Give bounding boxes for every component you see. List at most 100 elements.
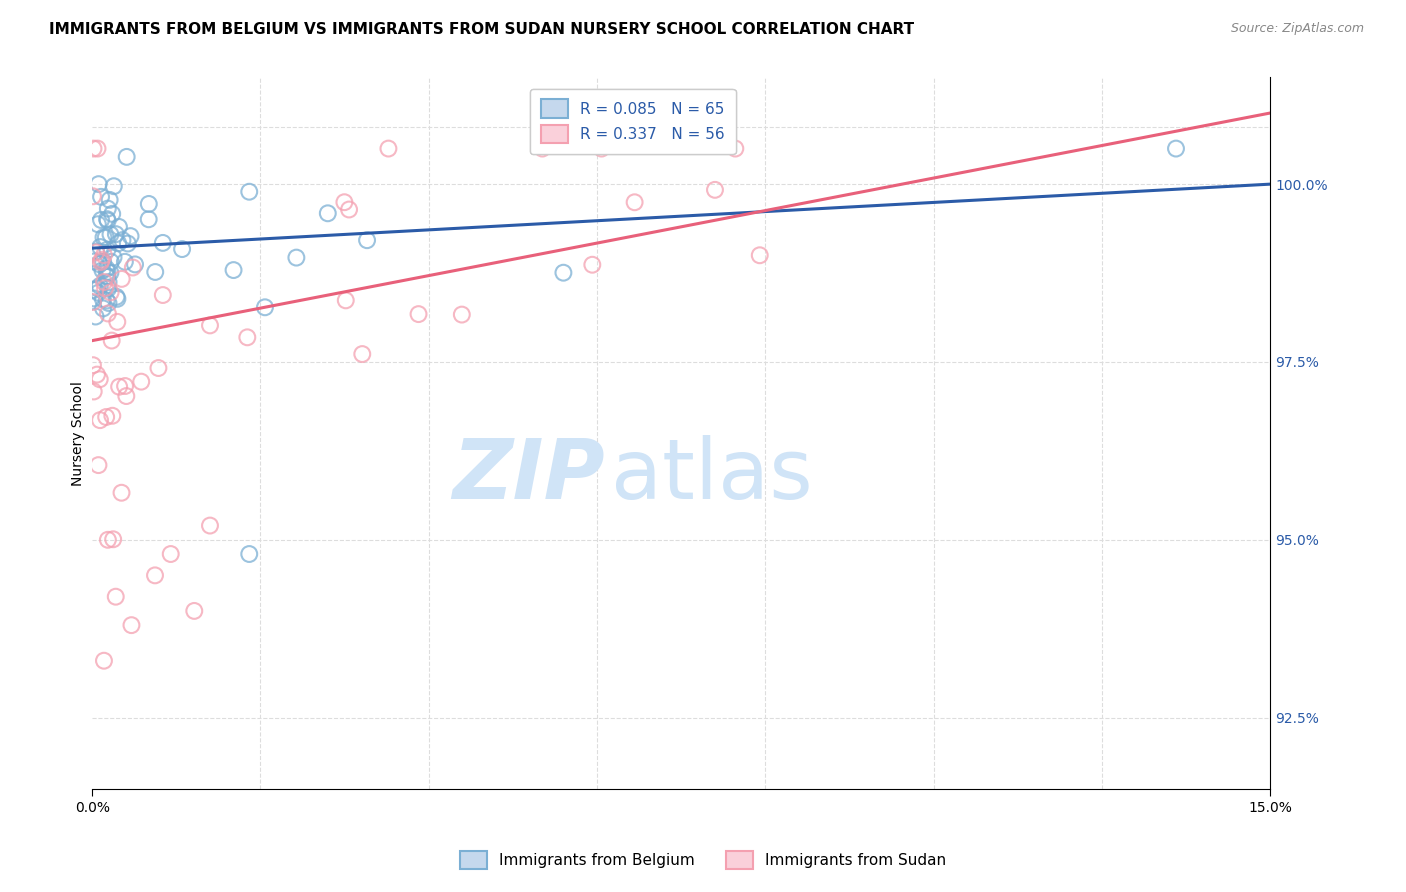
Point — [114, 379, 136, 393]
Point — [87, 177, 110, 191]
Point — [87, 285, 110, 300]
Point — [111, 233, 134, 247]
Point — [104, 227, 127, 241]
Point — [96, 269, 118, 284]
Point — [377, 142, 399, 156]
Point — [748, 248, 770, 262]
Point — [120, 229, 142, 244]
Point — [110, 485, 132, 500]
Point — [238, 185, 260, 199]
Point — [84, 310, 107, 324]
Point — [91, 292, 114, 306]
Point — [86, 281, 108, 295]
Point — [623, 195, 645, 210]
Point — [90, 190, 112, 204]
Point — [335, 293, 357, 308]
Point — [103, 251, 125, 265]
Point — [83, 254, 105, 268]
Point — [115, 389, 138, 403]
Point — [94, 281, 117, 295]
Point — [100, 285, 122, 300]
Point — [82, 358, 104, 372]
Point — [89, 257, 111, 271]
Point — [704, 183, 727, 197]
Point — [114, 254, 136, 268]
Point — [82, 189, 104, 203]
Text: ZIP: ZIP — [451, 435, 605, 516]
Point — [105, 290, 128, 304]
Point — [90, 255, 112, 269]
Point — [148, 361, 170, 376]
Point — [101, 409, 124, 423]
Point — [238, 547, 260, 561]
Point — [100, 334, 122, 348]
Point — [408, 307, 430, 321]
Point — [93, 230, 115, 244]
Point — [108, 219, 131, 234]
Point — [198, 318, 221, 333]
Point — [89, 372, 111, 386]
Point — [91, 254, 114, 268]
Point — [89, 240, 111, 254]
Point — [89, 413, 111, 427]
Point — [83, 292, 105, 306]
Point — [96, 212, 118, 227]
Point — [83, 384, 105, 399]
Legend: Immigrants from Belgium, Immigrants from Sudan: Immigrants from Belgium, Immigrants from… — [449, 840, 957, 880]
Point — [84, 245, 107, 260]
Point — [159, 547, 181, 561]
Point — [89, 279, 111, 293]
Point — [83, 142, 105, 156]
Point — [591, 142, 613, 156]
Point — [90, 252, 112, 267]
Point — [96, 261, 118, 276]
Point — [96, 293, 118, 308]
Point — [96, 410, 118, 425]
Text: atlas: atlas — [610, 435, 813, 516]
Point — [104, 590, 127, 604]
Point — [352, 347, 374, 361]
Point — [152, 235, 174, 250]
Point — [121, 260, 143, 275]
Point — [143, 265, 166, 279]
Point — [316, 206, 339, 220]
Point — [107, 292, 129, 306]
Legend: R = 0.085   N = 65, R = 0.337   N = 56: R = 0.085 N = 65, R = 0.337 N = 56 — [530, 88, 735, 154]
Y-axis label: Nursery School: Nursery School — [72, 381, 86, 485]
Point — [115, 150, 138, 164]
Point — [356, 233, 378, 247]
Point — [96, 269, 118, 284]
Text: IMMIGRANTS FROM BELGIUM VS IMMIGRANTS FROM SUDAN NURSERY SCHOOL CORRELATION CHAR: IMMIGRANTS FROM BELGIUM VS IMMIGRANTS FR… — [49, 22, 914, 37]
Point — [103, 179, 125, 194]
Point — [87, 217, 110, 231]
Point — [172, 242, 194, 256]
Point — [83, 267, 105, 281]
Point — [97, 533, 120, 547]
Point — [96, 265, 118, 279]
Point — [117, 236, 139, 251]
Point — [83, 283, 105, 297]
Point — [107, 236, 129, 251]
Point — [86, 368, 108, 382]
Point — [724, 142, 747, 156]
Point — [143, 568, 166, 582]
Point — [450, 308, 472, 322]
Point — [108, 380, 131, 394]
Point — [93, 654, 115, 668]
Point — [100, 227, 122, 242]
Point — [152, 288, 174, 302]
Point — [100, 254, 122, 268]
Point — [124, 257, 146, 271]
Point — [86, 142, 108, 156]
Point — [222, 263, 245, 277]
Point — [93, 275, 115, 289]
Point — [333, 195, 356, 210]
Point — [93, 248, 115, 262]
Point — [1164, 142, 1187, 156]
Text: Source: ZipAtlas.com: Source: ZipAtlas.com — [1230, 22, 1364, 36]
Point — [91, 263, 114, 277]
Point — [94, 230, 117, 244]
Point — [97, 213, 120, 227]
Point — [97, 281, 120, 295]
Point — [97, 202, 120, 216]
